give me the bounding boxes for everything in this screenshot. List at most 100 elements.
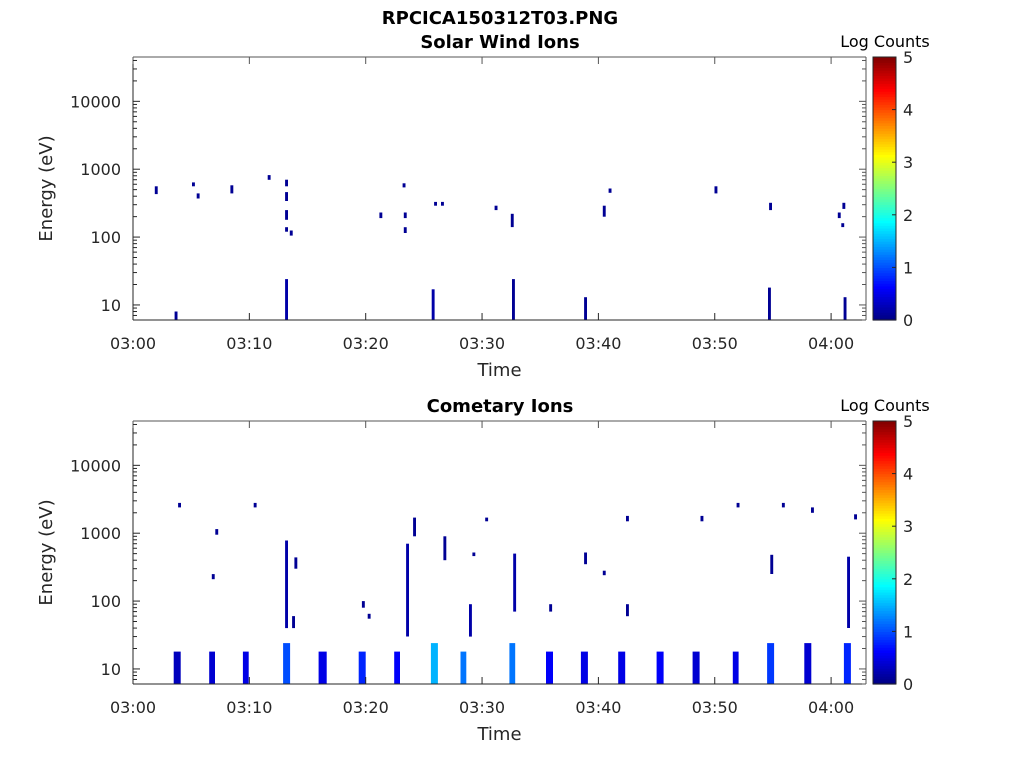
colorbar-segment: [873, 620, 896, 625]
colorbar-segment: [873, 248, 896, 253]
colorbar-segment: [873, 233, 896, 237]
colorbar-segment: [873, 639, 896, 643]
colorbar-segment: [873, 206, 896, 211]
colorbar-segment: [873, 602, 896, 606]
colorbar-segment: [873, 681, 896, 685]
heatmap-cell: [434, 201, 437, 206]
heatmap-cell: [178, 502, 181, 508]
colorbar-segment: [873, 175, 896, 179]
colorbar-segment: [873, 180, 896, 184]
colorbar-segment: [873, 560, 896, 564]
heatmap-cell: [285, 210, 288, 220]
x-tick-label: 03:20: [343, 698, 389, 717]
colorbar-segment: [873, 283, 896, 287]
heatmap-cell: [656, 651, 664, 684]
colorbar-segment: [873, 167, 896, 171]
heatmap-cell: [494, 205, 498, 211]
colorbar-segment: [873, 193, 896, 197]
colorbar-segment: [873, 644, 896, 648]
heatmap-cell: [154, 186, 158, 195]
colorbar-segment: [873, 473, 896, 477]
colorbar-segment: [873, 201, 896, 205]
colorbar-tick-label: 4: [903, 101, 913, 120]
heatmap-cells: [154, 175, 847, 320]
colorbar-segment: [873, 573, 896, 577]
heatmap-cells: [173, 502, 857, 684]
colorbar-segment: [873, 628, 896, 632]
colorbar-segment: [873, 434, 896, 438]
colorbar-segment: [873, 492, 896, 496]
colorbar-segment: [873, 541, 896, 546]
heatmap-cell: [289, 230, 293, 236]
heatmap-cell: [580, 651, 588, 684]
colorbar-segment: [873, 270, 896, 274]
colorbar-segment: [873, 578, 896, 583]
colorbar-segment: [873, 277, 896, 282]
colorbar-segment: [873, 499, 896, 504]
colorbar-segment: [873, 220, 896, 224]
colorbar-segment: [873, 62, 896, 66]
heatmap-cell: [379, 212, 383, 219]
heatmap-cell: [285, 227, 288, 232]
colorbar-segment: [873, 447, 896, 451]
colorbar-segment: [873, 309, 896, 313]
x-tick-label: 03:40: [575, 698, 621, 717]
colorbar-segment: [873, 599, 896, 604]
colorbar-segment: [873, 668, 896, 672]
colorbar-segment: [873, 70, 896, 74]
solar-wind-ions-panel: Solar Wind Ions 03:00 03:10 03:20 03:30 03:40…: [36, 32, 930, 381]
colorbar-segment: [873, 591, 896, 596]
colorbar-segment: [873, 623, 896, 627]
colorbar-segment: [873, 660, 896, 664]
heatmap-cell: [769, 202, 772, 211]
colorbar-segment: [873, 655, 896, 659]
heatmap-cell: [472, 552, 476, 557]
colorbar-segment: [873, 251, 896, 255]
heatmap-cell: [602, 570, 606, 576]
colorbar-segment: [873, 581, 896, 585]
heatmap-cell: [403, 212, 407, 219]
heatmap-cell: [584, 297, 587, 320]
colorbar-segment: [873, 138, 896, 142]
colorbar-segment: [873, 78, 896, 82]
colorbar-segment: [873, 539, 896, 543]
colorbar-segment: [873, 99, 896, 103]
colorbar-segment: [873, 209, 896, 213]
colorbar-segment: [873, 314, 896, 318]
colorbar-tick-label: 4: [903, 465, 913, 484]
heatmap-cell: [837, 212, 841, 219]
colorbar-segment: [873, 544, 896, 548]
colorbar-segment: [873, 523, 896, 527]
x-tick-label: 03:30: [459, 698, 505, 717]
colorbar-segment: [873, 531, 896, 535]
heatmap-cell: [196, 193, 200, 199]
figure-title: RPCICA150312T03.PNG: [382, 8, 618, 29]
colorbar-segment: [873, 285, 896, 290]
colorbar-segment: [873, 497, 896, 501]
colorbar-segment: [873, 476, 896, 480]
colorbar-tick-label: 1: [903, 258, 913, 277]
heatmap-cell: [431, 289, 435, 320]
colorbar-segment: [873, 570, 896, 575]
colorbar-segment: [873, 101, 896, 105]
colorbar-segment: [873, 649, 896, 654]
heatmap-cell: [358, 651, 366, 684]
heatmap-cell: [485, 517, 489, 522]
heatmap-cell: [841, 223, 845, 228]
colorbar-segment: [873, 589, 896, 593]
colorbar-segment: [873, 457, 896, 462]
heatmap-cell: [402, 183, 406, 188]
colorbar-segment: [873, 83, 896, 87]
colorbar-segment: [873, 657, 896, 661]
heatmap-cell: [285, 179, 288, 187]
colorbar-segment: [873, 204, 896, 208]
colorbar-tick-label: 0: [903, 675, 913, 694]
colorbar-segment: [873, 280, 896, 284]
colorbar-segment: [873, 481, 896, 485]
colorbar-segment: [873, 423, 896, 427]
colorbar-segment: [873, 460, 896, 464]
colorbar-segment: [873, 298, 896, 303]
heatmap-cell: [767, 643, 775, 684]
colorbar-segment: [873, 439, 896, 443]
colorbar-segment: [873, 256, 896, 261]
